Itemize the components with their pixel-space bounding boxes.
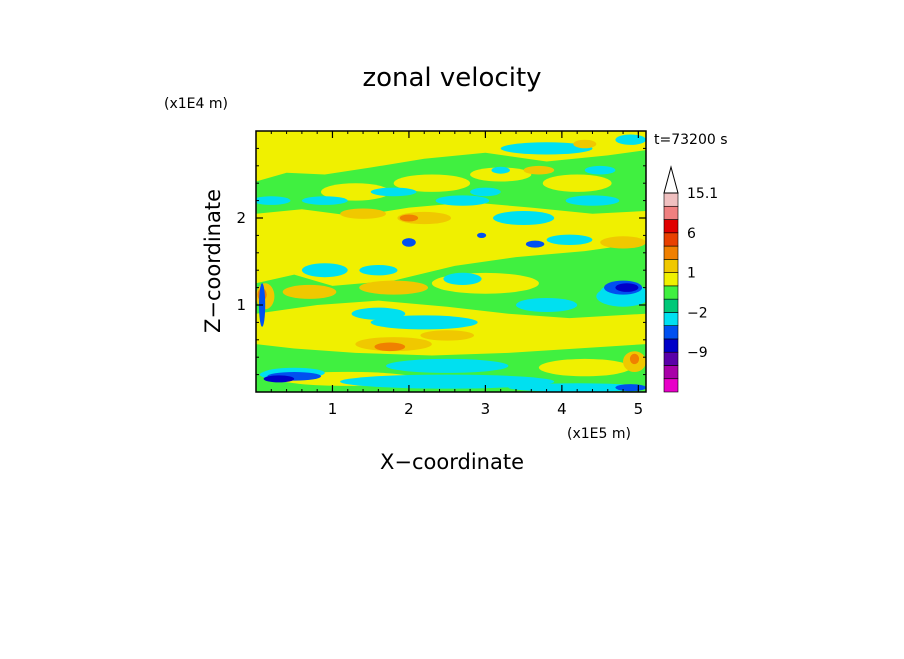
contour-cell [573,139,597,149]
contour-cell [340,374,555,389]
contour-cell [565,195,620,206]
contour-cell [435,195,490,206]
colorbar-swatch [663,312,679,326]
contour-cell [629,353,640,365]
colorbar-swatch [663,378,679,393]
colorbar-swatch [663,338,679,353]
contour-cell [420,330,475,341]
contour-cell [492,211,555,225]
colorbar-swatch [663,205,679,220]
colorbar-swatch [663,365,679,380]
contour-cell [402,238,416,247]
x-axis-label: X−coordinate [380,450,524,474]
contour-cell [347,139,409,154]
colorbar-swatch [663,245,679,260]
y-axis-label: Z−coordinate [201,189,225,333]
contour-cell [516,298,578,312]
contour-cell [374,342,406,352]
contour-cell [491,166,510,174]
contour-cell [263,375,295,383]
contour-cell [470,167,532,182]
contour-cell [546,234,593,245]
chart-title: zonal velocity [362,63,541,93]
y-axis-ticks: 12 [236,147,646,376]
contour-cell [321,183,390,201]
contour-cell [256,196,291,205]
y-unit-label: (x1E4 m) [164,96,228,112]
contour-cell [615,283,639,292]
contour-cell [340,208,386,219]
x-tick-label: 5 [634,400,644,418]
colorbar-swatch [663,259,679,273]
contour-cell [615,384,646,392]
colorbar-swatch [663,298,679,313]
contour-cell [435,133,490,146]
contour-cell [600,236,646,249]
x-tick-label: 1 [328,400,338,418]
contour-cell [523,165,555,175]
contour-cell [359,280,428,295]
contour-cell [399,214,419,222]
contour-cell [370,315,478,330]
colorbar-tick-label: 15.1 [687,186,718,202]
x-tick-label: 4 [557,400,567,418]
plot-frame [255,130,647,393]
x-tick-label: 2 [404,400,414,418]
contour-cell [525,240,545,248]
contour-cell [259,146,298,165]
contour-cell [263,318,325,336]
contour-cell [615,134,646,145]
contour-cell [538,358,631,377]
contour-cell [500,142,593,155]
contour-cell [301,196,348,205]
colorbar-swatch [663,325,679,340]
contour-cell [508,383,646,392]
contour-cell [386,358,509,373]
colorbar-swatch [663,232,679,247]
colorbar-swatch [663,272,679,287]
colorbar-swatch [663,285,679,300]
y-tick-label: 1 [236,296,246,314]
contour-cell [282,284,337,299]
contour-cell [542,174,612,192]
contour-cell [393,174,471,192]
contour-band [256,202,646,286]
x-tick-label: 3 [481,400,491,418]
colorbar-arrow [663,165,679,194]
y-tick-label: 2 [236,209,246,227]
time-label: t=73200 s [654,132,728,148]
colorbar-swatch [663,192,679,207]
contour-cell [470,187,501,197]
plot-area [256,131,646,392]
colorbar-swatch [663,351,679,366]
contour-cell [443,272,482,285]
contour-cell [477,232,487,238]
contour-cell [359,265,398,276]
colorbar: 15.1 6 1 −2 −9 [663,165,718,393]
contour-cell [370,187,417,197]
colorbar-tick-label: 1 [687,266,696,282]
contour-cell [584,165,616,175]
contour-cell [324,231,417,258]
colorbar-swatch [663,219,679,234]
contour-cell [351,307,406,320]
colorbar-tick-label: −9 [687,345,708,361]
x-unit-label: (x1E5 m) [567,426,631,442]
x-axis-ticks: 1 2 3 4 5 [270,131,644,418]
colorbar-tick-label: −2 [687,305,708,321]
contour-cells [256,132,646,392]
colorbar-tick-label: 6 [687,226,696,242]
contour-cell [301,263,348,278]
